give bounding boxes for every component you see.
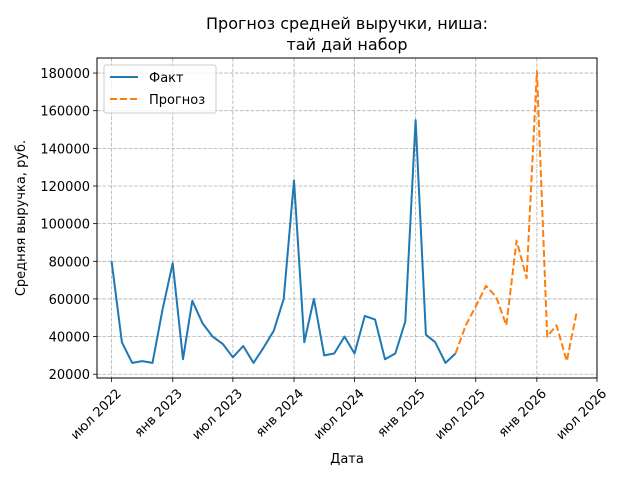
plot-frame [96,57,598,379]
series-line-fakt [110,119,457,364]
y-axis-ticks: 20000 40000 60000 80000 100000 120000 140000 16… [40,67,97,383]
series-line-prognoz [454,70,578,363]
y-tick-label: 160000 [40,105,90,120]
chart-title-line-2: тай дай набор [286,35,407,54]
legend-label-fakt: Факт [149,71,184,86]
x-axis-label: Дата [330,452,364,467]
y-tick-label: 80000 [49,255,90,270]
chart-title-line-1: Прогноз средней выручки, ниша: [206,14,488,33]
y-tick-label: 20000 [49,368,90,383]
legend-label-prognoz: Прогноз [149,93,205,108]
y-axis-label: Средняя выручка, руб. [14,140,29,296]
legend: Факт Прогноз [103,64,217,114]
y-tick-label: 100000 [40,218,90,233]
y-tick-label: 40000 [49,331,90,346]
y-tick-label: 140000 [40,142,90,157]
y-tick-label: 180000 [40,67,90,82]
y-tick-label: 60000 [49,293,90,308]
y-tick-label: 120000 [40,180,90,195]
series-lines [110,70,578,364]
